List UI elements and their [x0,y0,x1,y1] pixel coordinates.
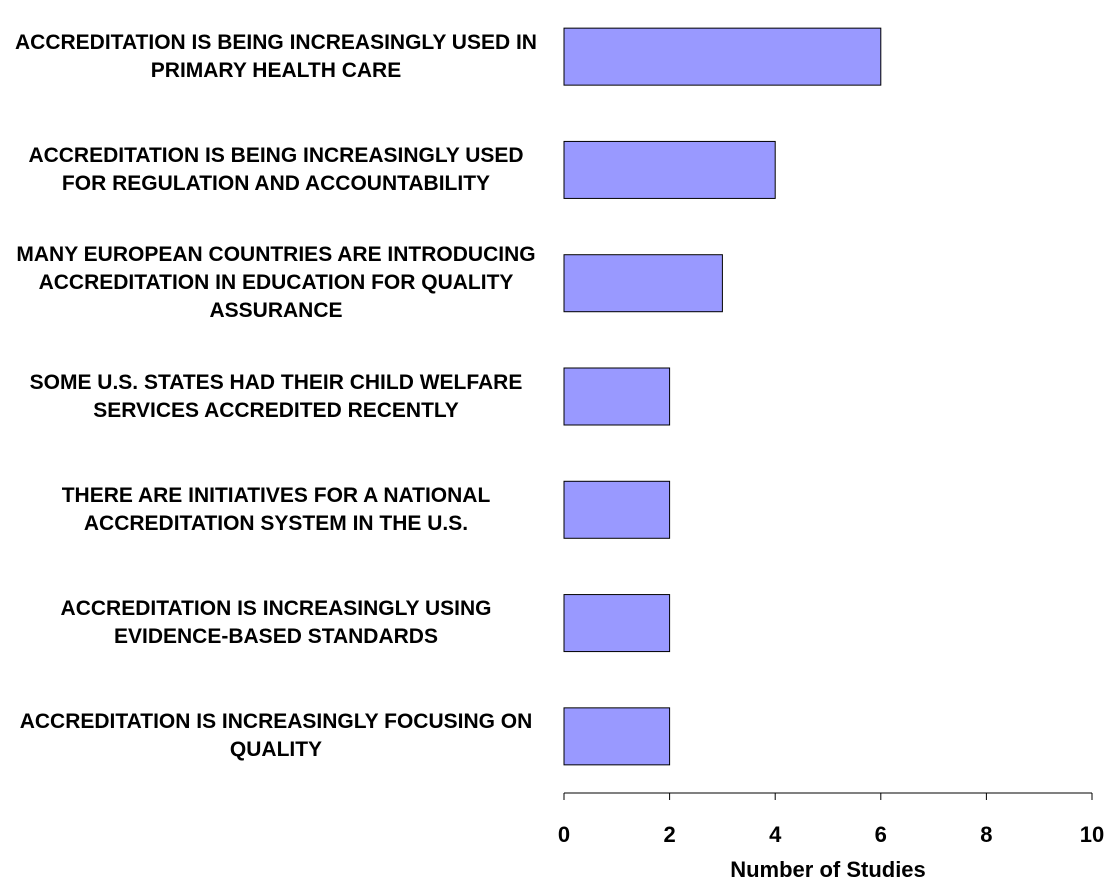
x-axis-title: Number of Studies [730,857,926,882]
bar [563,594,671,653]
y-tick-label: ACCREDITATION IS BEING INCREASINGLY USED… [15,30,537,82]
bar [563,140,776,199]
y-tick-label: ACCREDITATION IS INCREASINGLY FOCUSING O… [19,710,533,762]
x-tick-label: 8 [980,822,992,847]
y-tick-label: ACCREDITATION IS BEING INCREASINGLY USED… [28,143,524,195]
bar [563,254,723,313]
y-tick-label: THERE ARE INITIATIVES FOR A NATIONAL ACC… [61,483,491,535]
bar [563,367,671,426]
y-tick-label: MANY EUROPEAN COUNTRIES ARE INTRODUCING … [16,243,536,323]
x-tick-label: 6 [875,822,887,847]
x-tick-label: 2 [663,822,675,847]
x-tick-label: 4 [769,822,782,847]
y-tick-label: SOME U.S. STATES HAD THEIR CHILD WELFARE… [29,370,523,422]
x-tick-label: 10 [1080,822,1104,847]
bar [563,707,671,766]
bar [563,27,882,86]
y-tick-label: ACCREDITATION IS INCREASINGLY USING EVID… [60,597,492,649]
x-tick-label: 0 [558,822,570,847]
bar [563,480,671,539]
